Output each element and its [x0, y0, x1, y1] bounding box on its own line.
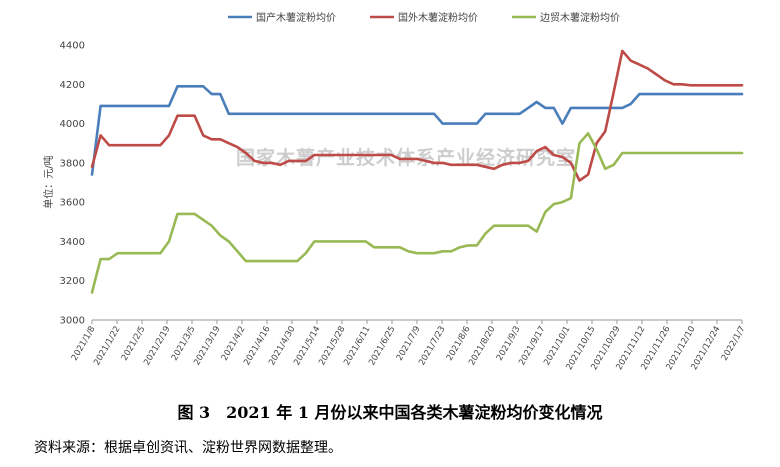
y-tick-label: 3800 — [60, 158, 85, 169]
y-axis-ticks: 3000 3200 3400 3600 3800 4000 4200 4400 — [60, 41, 85, 327]
x-tick-label: 2021/1/8 — [70, 325, 98, 363]
x-axis: 2021/1/82021/1/222021/2/52021/2/192021/3… — [70, 319, 748, 372]
y-tick-label: 4200 — [60, 80, 85, 91]
y-tick-label: 4400 — [60, 41, 85, 52]
figure-caption: 图 3 2021 年 1 月份以来中国各类木薯淀粉均价变化情况 — [177, 403, 603, 422]
y-tick-label: 3400 — [60, 237, 85, 248]
y-axis-label: 单位：元/吨 — [42, 155, 55, 208]
x-tick-label: 2021/4/2 — [220, 325, 248, 363]
y-tick-label: 3600 — [60, 198, 85, 209]
y-tick-label: 4000 — [60, 119, 85, 130]
legend-label-0: 国产木薯淀粉均价 — [256, 11, 336, 24]
series-lines — [90, 49, 744, 294]
series-line-1 — [90, 49, 744, 182]
x-tick-label: 2021/9/3 — [495, 325, 523, 363]
y-tick-label: 3000 — [60, 316, 85, 327]
x-tick-label: 2021/8/6 — [445, 325, 473, 363]
x-tick-label: 2021/2/5 — [120, 325, 148, 363]
legend-label-2: 边贸木薯淀粉均价 — [540, 11, 620, 24]
source-note: 资料来源：根据卓创资讯、淀粉世界网数据整理。 — [34, 440, 342, 456]
y-tick-label: 3200 — [60, 276, 85, 287]
x-tick-label: 2021/3/5 — [170, 325, 198, 363]
x-tick-label: 2021/7/9 — [395, 325, 423, 363]
legend-label-1: 国外木薯淀粉均价 — [398, 11, 478, 24]
legend: 国产木薯淀粉均价 国外木薯淀粉均价 边贸木薯淀粉均价 — [228, 11, 620, 24]
line-chart: 国产木薯淀粉均价 国外木薯淀粉均价 边贸木薯淀粉均价 国家木薯产业技术体系产业经济研… — [42, 11, 748, 372]
x-tick-label: 2022/1/7 — [720, 325, 748, 363]
series-line-0 — [90, 85, 744, 176]
series-line-2 — [90, 132, 744, 294]
watermark-text: 国家木薯产业技术体系产业经济研究室 — [236, 146, 576, 169]
